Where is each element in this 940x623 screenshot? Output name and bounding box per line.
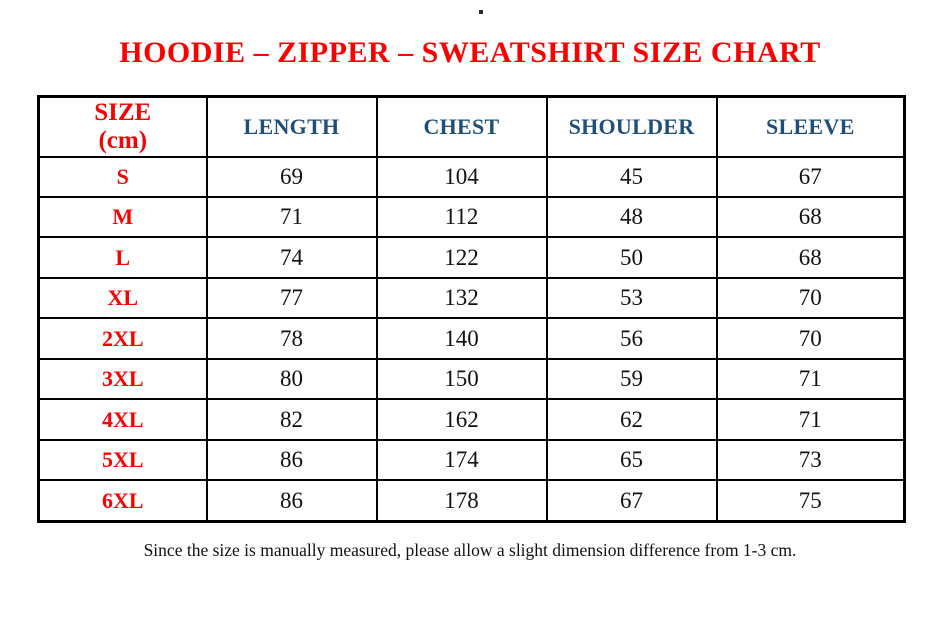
header-size-cm: SIZE (cm) [37,95,208,158]
shoulder-value: 67 [545,479,718,523]
chest-value: 122 [375,236,548,279]
footnote: Since the size is manually measured, ple… [143,540,797,560]
header-size-line2: (cm) [98,126,148,154]
header-shoulder: SHOULDER [545,95,718,158]
sleeve-value: 75 [715,479,906,523]
chest-value: 104 [375,155,548,198]
size-label: 6XL [37,479,208,523]
length-value: 71 [205,195,378,239]
table-row-l: L 74 122 50 68 [37,236,906,279]
length-value: 69 [205,155,378,198]
table-row-m: M 71 112 48 68 [37,195,906,239]
table-row-xl: XL 77 132 53 70 [37,276,906,320]
sleeve-value: 73 [715,438,906,482]
shoulder-value: 56 [545,317,718,360]
chest-value: 140 [375,317,548,360]
size-label: XL [37,276,208,320]
table-row-4xl: 4XL 82 162 62 71 [37,398,906,441]
sleeve-value: 68 [715,195,906,239]
shoulder-value: 45 [545,155,718,198]
shoulder-value: 65 [545,438,718,482]
table-row-5xl: 5XL 86 174 65 73 [37,438,906,482]
chest-value: 174 [375,438,548,482]
length-value: 82 [205,398,378,441]
stray-dot [479,10,483,14]
shoulder-value: 62 [545,398,718,441]
shoulder-value: 59 [545,357,718,401]
header-sleeve: SLEEVE [715,95,906,158]
table-row-s: S 69 104 45 67 [37,155,906,198]
length-value: 86 [205,438,378,482]
size-label: 4XL [37,398,208,441]
header-length: LENGTH [205,95,378,158]
chest-value: 178 [375,479,548,523]
table-row-3xl: 3XL 80 150 59 71 [37,357,906,401]
size-label: S [37,155,208,198]
chest-value: 162 [375,398,548,441]
size-label: 2XL [37,317,208,360]
size-label: 5XL [37,438,208,482]
table-row-2xl: 2XL 78 140 56 70 [37,317,906,360]
sleeve-value: 67 [715,155,906,198]
sleeve-value: 71 [715,357,906,401]
shoulder-value: 48 [545,195,718,239]
length-value: 74 [205,236,378,279]
sleeve-value: 68 [715,236,906,279]
sleeve-value: 71 [715,398,906,441]
length-value: 86 [205,479,378,523]
sleeve-value: 70 [715,276,906,320]
header-chest: CHEST [375,95,548,158]
table-row-6xl: 6XL 86 178 67 75 [37,479,906,523]
page-title: HOODIE – ZIPPER – SWEATSHIRT SIZE CHART [119,36,821,69]
size-label: L [37,236,208,279]
chest-value: 150 [375,357,548,401]
length-value: 78 [205,317,378,360]
sleeve-value: 70 [715,317,906,360]
length-value: 77 [205,276,378,320]
size-label: M [37,195,208,239]
size-label: 3XL [37,357,208,401]
shoulder-value: 50 [545,236,718,279]
chest-value: 132 [375,276,548,320]
shoulder-value: 53 [545,276,718,320]
header-size-line1: SIZE [94,98,152,126]
size-chart-table: SIZE (cm) LENGTH CHEST SHOULDER SLEEVE S… [37,95,906,523]
header-row: SIZE (cm) LENGTH CHEST SHOULDER SLEEVE [37,95,906,158]
length-value: 80 [205,357,378,401]
chest-value: 112 [375,195,548,239]
